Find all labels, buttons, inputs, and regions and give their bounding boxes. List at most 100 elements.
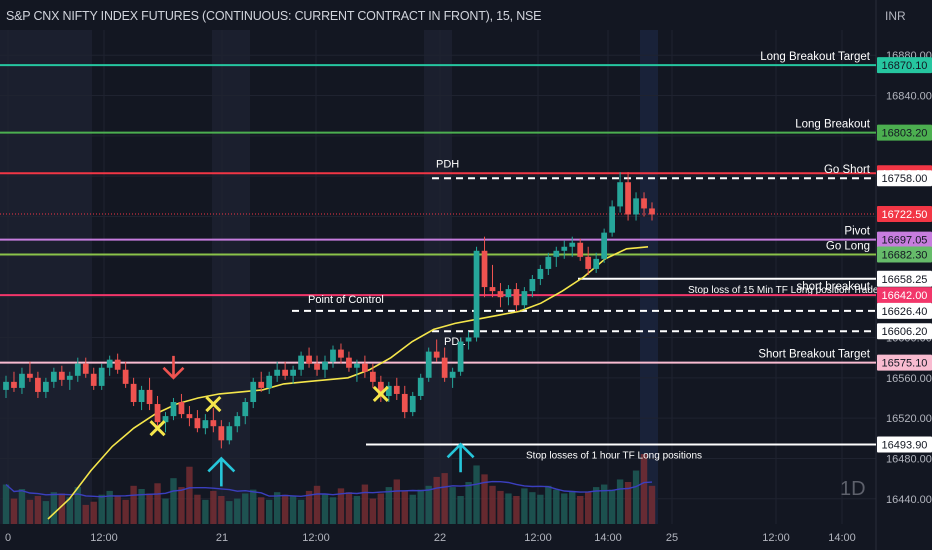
price-badge bbox=[877, 170, 932, 187]
candle-body bbox=[258, 381, 265, 388]
volume-bar bbox=[345, 492, 353, 524]
level-label: Pivot bbox=[844, 226, 870, 238]
candle-body bbox=[3, 381, 9, 390]
candle-body bbox=[473, 250, 480, 338]
candle-body bbox=[601, 232, 608, 259]
price-badge-text: 16575.10 bbox=[882, 358, 928, 370]
candle-body bbox=[19, 373, 25, 388]
volume-bar bbox=[648, 485, 656, 524]
candle-body bbox=[178, 402, 185, 415]
volume-bar bbox=[417, 489, 424, 524]
currency-label[interactable]: INR bbox=[885, 9, 906, 23]
x-tick-label: 0 bbox=[5, 532, 11, 544]
candle-body bbox=[154, 404, 161, 423]
price-badge bbox=[877, 205, 932, 222]
candle-body bbox=[354, 363, 360, 368]
x-tick-label: 21 bbox=[216, 532, 228, 544]
volume-bar bbox=[18, 489, 26, 524]
volume-bar bbox=[186, 466, 193, 524]
signal-cross bbox=[372, 385, 389, 403]
price-badge-text: 16682.30 bbox=[882, 250, 928, 262]
candle-body bbox=[385, 385, 392, 396]
volume-bar bbox=[529, 492, 536, 524]
volume-bar bbox=[114, 496, 121, 524]
volume-bar bbox=[234, 498, 241, 524]
volume-bar bbox=[90, 501, 97, 524]
point-of-control-label: Point of Control bbox=[308, 294, 384, 306]
vwap-line bbox=[47, 246, 649, 520]
price-badge bbox=[877, 231, 932, 248]
candle-body bbox=[401, 393, 408, 413]
candle-body bbox=[553, 250, 560, 257]
volume-bar bbox=[106, 490, 113, 524]
candle-body bbox=[58, 371, 65, 380]
candle-body bbox=[465, 337, 472, 342]
candle-body bbox=[314, 363, 320, 370]
candle-body bbox=[377, 381, 384, 396]
level-label: Short Breakout Target bbox=[758, 349, 870, 361]
level-label: short breakout bbox=[796, 281, 870, 293]
signal-arrow-up bbox=[207, 456, 236, 487]
volume-bar bbox=[178, 487, 185, 524]
volume-bar bbox=[265, 499, 273, 524]
volume-bar bbox=[640, 454, 648, 524]
timeframe-watermark: 1D bbox=[840, 478, 866, 500]
y-tick-label: 16480.00 bbox=[886, 453, 932, 465]
volume-bar bbox=[273, 492, 281, 524]
volume-bar bbox=[154, 483, 161, 524]
candle-body bbox=[202, 420, 209, 429]
volume-bar bbox=[210, 490, 217, 524]
candle-body bbox=[66, 375, 73, 380]
candle-body bbox=[98, 367, 105, 386]
volume-bar bbox=[138, 489, 145, 524]
candle-body bbox=[505, 289, 512, 298]
volume-bar bbox=[218, 496, 225, 524]
candle-body bbox=[649, 208, 655, 215]
volume-bar bbox=[98, 494, 105, 524]
price-badge bbox=[877, 287, 932, 304]
candle-body bbox=[489, 287, 496, 292]
y-tick-label: 16440.00 bbox=[886, 494, 932, 506]
candle-body bbox=[585, 256, 592, 269]
volume-bar bbox=[305, 490, 313, 524]
candle-body bbox=[35, 377, 41, 392]
candle-body bbox=[82, 363, 89, 374]
candle-body bbox=[369, 371, 376, 382]
x-tick-label: 12:00 bbox=[90, 532, 118, 544]
volume-bar bbox=[545, 485, 552, 524]
price-badge bbox=[877, 323, 932, 340]
price-badge-text: 16803.20 bbox=[882, 128, 928, 140]
candle-body bbox=[561, 246, 568, 251]
candle-body bbox=[625, 182, 631, 215]
candle-body bbox=[497, 291, 504, 298]
candle-body bbox=[529, 279, 536, 292]
volume-bar bbox=[592, 487, 600, 524]
volume-bar bbox=[616, 479, 624, 524]
volume-bar bbox=[226, 501, 233, 524]
candle-body bbox=[577, 242, 584, 257]
candle-body bbox=[609, 206, 615, 233]
volume-bar bbox=[321, 493, 329, 524]
level-label: Long Breakout Target bbox=[760, 51, 871, 63]
candle-body bbox=[481, 250, 488, 288]
price-badge bbox=[877, 57, 932, 74]
volume-bar bbox=[585, 492, 592, 524]
level-label: Go Long bbox=[826, 241, 870, 253]
signal-arrow-up bbox=[446, 442, 475, 473]
candle-body bbox=[457, 341, 464, 372]
volume-bar bbox=[600, 484, 608, 524]
price-badge-text: 16758.00 bbox=[882, 173, 928, 185]
volume-bar bbox=[377, 493, 385, 524]
volume-bar bbox=[74, 487, 81, 524]
signal-arrow-down bbox=[162, 355, 185, 380]
volume-bar bbox=[10, 498, 18, 524]
volume-bar bbox=[441, 473, 448, 524]
candle-body bbox=[417, 377, 424, 396]
level-label: Stop loss of 15 Min TF Long position Tra… bbox=[688, 285, 887, 296]
candle-body bbox=[170, 402, 177, 417]
candle-body bbox=[449, 371, 456, 378]
candle-body bbox=[282, 369, 289, 376]
price-badge bbox=[877, 270, 932, 287]
volume-bar bbox=[242, 493, 249, 524]
